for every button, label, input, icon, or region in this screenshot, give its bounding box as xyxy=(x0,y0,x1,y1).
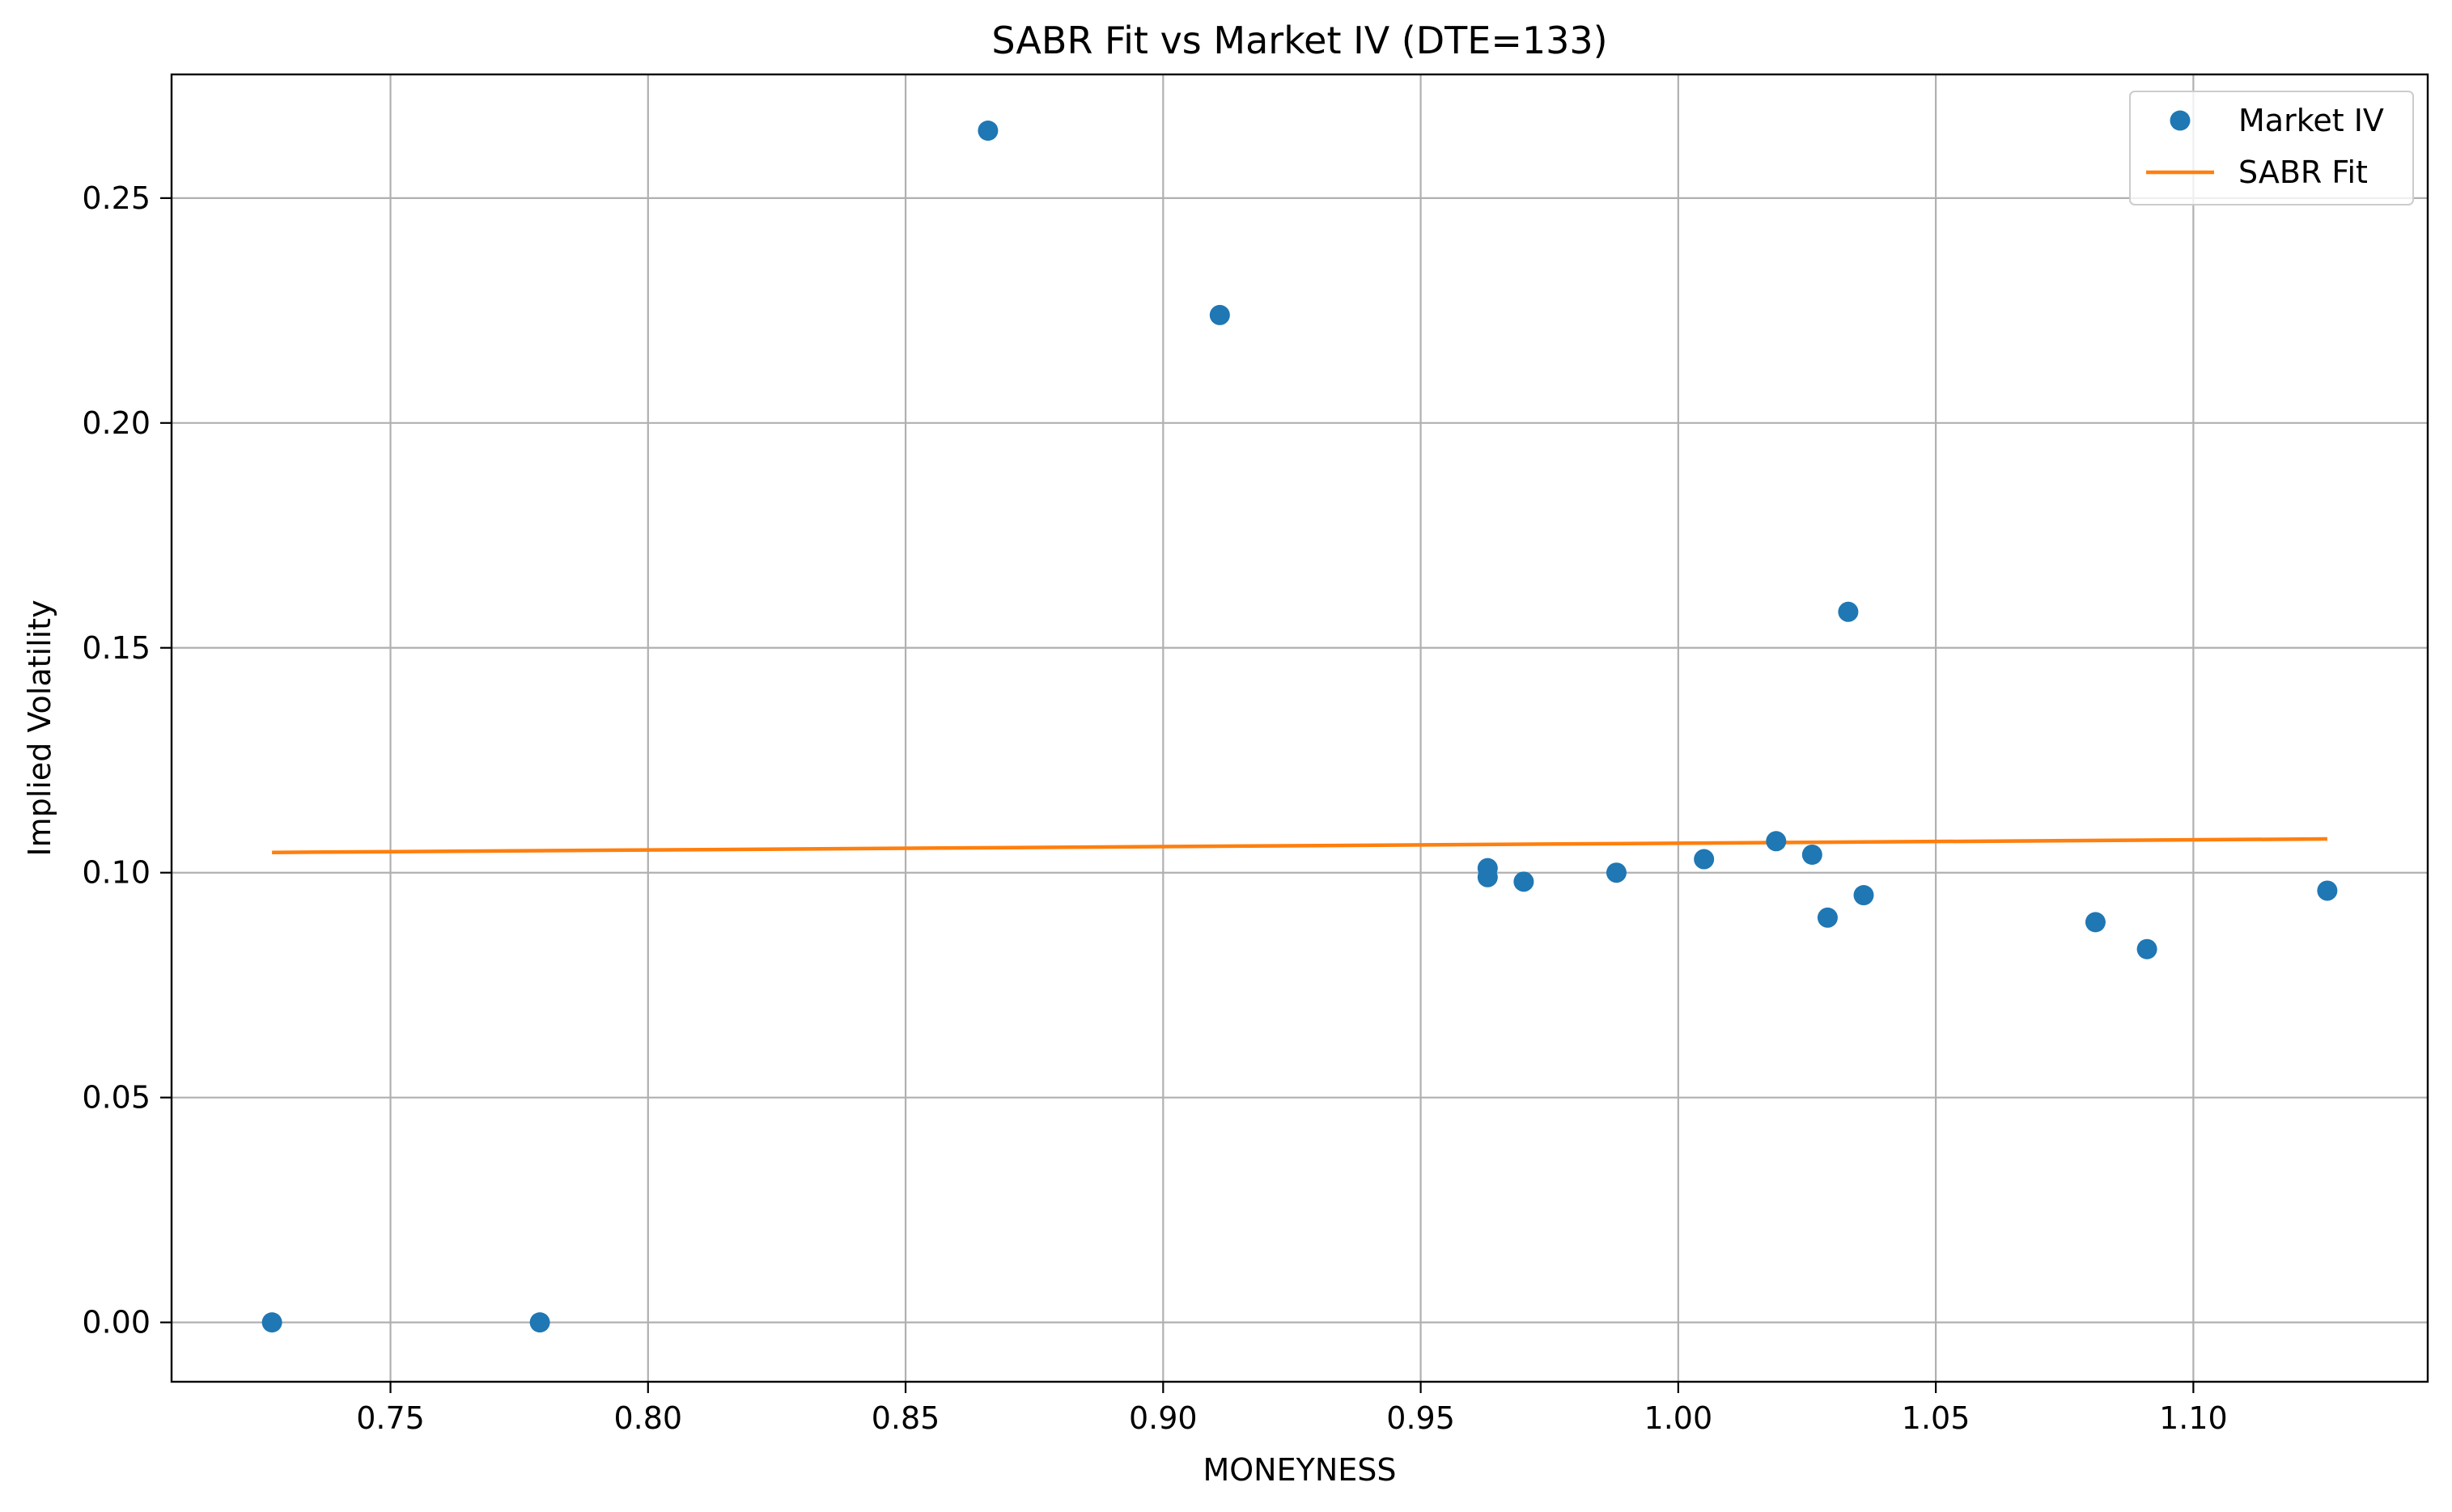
x-axis: 0.75 0.80 0.85 0.90 0.95 1.00 1.05 1.10 xyxy=(356,1382,2228,1436)
legend-marker-market-iv xyxy=(2170,110,2191,131)
x-tick-label: 0.80 xyxy=(613,1400,682,1436)
y-tick-label: 0.20 xyxy=(82,405,151,441)
plot-area xyxy=(261,120,2338,1333)
market-iv-point xyxy=(1694,849,1715,870)
legend-label: SABR Fit xyxy=(2238,155,2368,190)
y-tick-label: 0.00 xyxy=(82,1305,151,1340)
sabr-fit-line xyxy=(272,836,2327,854)
x-tick-label: 0.90 xyxy=(1129,1400,1198,1436)
legend: Market IV SABR Fit xyxy=(2129,91,2414,205)
y-tick-label: 0.05 xyxy=(82,1080,151,1116)
market-iv-point xyxy=(1606,862,1627,883)
grid xyxy=(172,74,2428,1382)
market-iv-point xyxy=(1853,885,1874,906)
market-iv-point xyxy=(1766,831,1787,852)
market-iv-point xyxy=(1838,601,1859,622)
chart-title: SABR Fit vs Market IV (DTE=133) xyxy=(991,19,1607,62)
x-tick-label: 1.05 xyxy=(1902,1400,1971,1436)
market-iv-point xyxy=(1477,866,1498,887)
y-tick-label: 0.15 xyxy=(82,630,151,666)
legend-box xyxy=(2129,91,2414,205)
market-iv-point xyxy=(1513,871,1534,892)
market-iv-point xyxy=(1209,304,1230,325)
market-iv-point xyxy=(2085,912,2106,933)
x-tick-label: 1.10 xyxy=(2159,1400,2228,1436)
x-tick-label: 0.95 xyxy=(1386,1400,1455,1436)
x-tick-label: 0.85 xyxy=(872,1400,940,1436)
x-tick-label: 1.00 xyxy=(1644,1400,1713,1436)
market-iv-point xyxy=(529,1312,550,1333)
x-tick-label: 0.75 xyxy=(356,1400,425,1436)
x-axis-label: MONEYNESS xyxy=(1203,1452,1396,1488)
y-tick-label: 0.10 xyxy=(82,855,151,891)
market-iv-point xyxy=(1801,844,1822,865)
y-axis-label: Implied Volatility xyxy=(22,599,57,856)
market-iv-point xyxy=(1817,907,1838,928)
plot-frame xyxy=(170,73,2429,1383)
market-iv-point xyxy=(2317,880,2338,901)
market-iv-point xyxy=(261,1312,282,1333)
y-tick-label: 0.25 xyxy=(82,180,151,216)
market-iv-point xyxy=(2136,938,2157,959)
legend-label: Market IV xyxy=(2238,103,2384,138)
y-axis: 0.00 0.05 0.10 0.15 0.20 0.25 xyxy=(82,180,172,1340)
market-iv-point xyxy=(978,120,999,141)
